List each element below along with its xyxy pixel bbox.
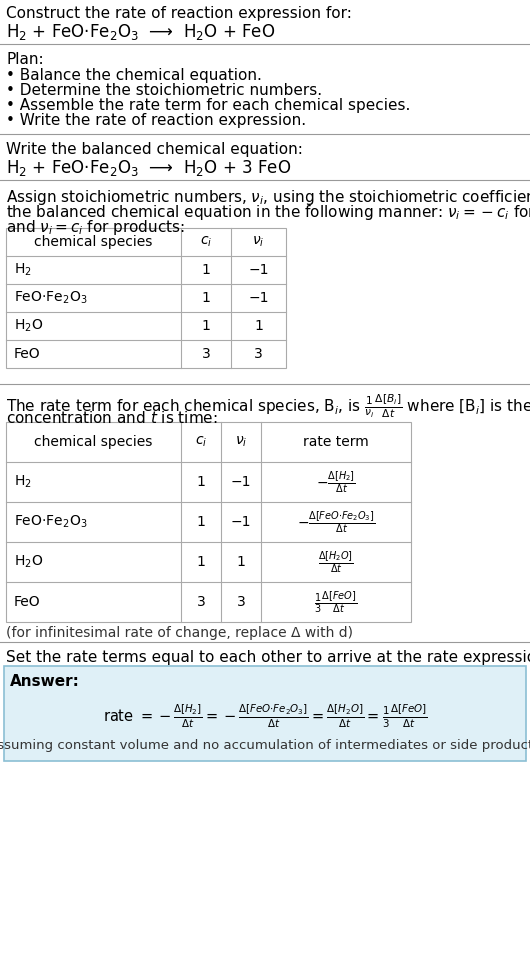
- Text: FeO: FeO: [14, 595, 41, 609]
- Text: $c_i$: $c_i$: [195, 434, 207, 449]
- Text: $-\frac{\Delta[H_2]}{\Delta t}$: $-\frac{\Delta[H_2]}{\Delta t}$: [316, 469, 356, 495]
- Text: $\nu_i$: $\nu_i$: [235, 434, 247, 449]
- Text: 1: 1: [201, 291, 210, 305]
- Text: −1: −1: [231, 475, 251, 489]
- Text: rate term: rate term: [303, 435, 369, 449]
- Text: −1: −1: [231, 515, 251, 529]
- Text: concentration and $t$ is time:: concentration and $t$ is time:: [6, 410, 218, 426]
- Text: $\frac{1}{3}\frac{\Delta[FeO]}{\Delta t}$: $\frac{1}{3}\frac{\Delta[FeO]}{\Delta t}…: [314, 590, 358, 615]
- Text: −1: −1: [248, 263, 269, 277]
- Text: rate $= -\frac{\Delta[H_2]}{\Delta t} = -\frac{\Delta[FeO{\cdot}Fe_2O_3]}{\Delta: rate $= -\frac{\Delta[H_2]}{\Delta t} = …: [103, 703, 427, 730]
- Text: 3: 3: [236, 595, 245, 609]
- FancyBboxPatch shape: [6, 228, 286, 368]
- Text: Write the balanced chemical equation:: Write the balanced chemical equation:: [6, 142, 303, 157]
- Text: FeO: FeO: [14, 347, 41, 361]
- Text: 3: 3: [197, 595, 206, 609]
- Text: H$_2$O: H$_2$O: [14, 318, 43, 334]
- Text: FeO·Fe$_2$O$_3$: FeO·Fe$_2$O$_3$: [14, 290, 87, 306]
- Text: $\nu_i$: $\nu_i$: [252, 235, 264, 249]
- Text: H$_2$ + FeO·Fe$_2$O$_3$  ⟶  H$_2$O + 3 FeO: H$_2$ + FeO·Fe$_2$O$_3$ ⟶ H$_2$O + 3 FeO: [6, 158, 291, 178]
- Text: Assign stoichiometric numbers, $\nu_i$, using the stoichiometric coefficients, $: Assign stoichiometric numbers, $\nu_i$, …: [6, 188, 530, 207]
- Text: 1: 1: [201, 319, 210, 333]
- Text: • Balance the chemical equation.: • Balance the chemical equation.: [6, 68, 262, 83]
- Text: chemical species: chemical species: [34, 435, 153, 449]
- Text: • Determine the stoichiometric numbers.: • Determine the stoichiometric numbers.: [6, 83, 322, 98]
- Text: FeO·Fe$_2$O$_3$: FeO·Fe$_2$O$_3$: [14, 513, 87, 530]
- Text: H$_2$ + FeO·Fe$_2$O$_3$  ⟶  H$_2$O + FeO: H$_2$ + FeO·Fe$_2$O$_3$ ⟶ H$_2$O + FeO: [6, 22, 275, 42]
- Text: H$_2$: H$_2$: [14, 262, 32, 278]
- Text: 3: 3: [201, 347, 210, 361]
- FancyBboxPatch shape: [6, 422, 411, 622]
- Text: $c_i$: $c_i$: [200, 235, 212, 249]
- Text: 1: 1: [236, 555, 245, 569]
- Text: chemical species: chemical species: [34, 235, 153, 249]
- Text: H$_2$O: H$_2$O: [14, 553, 43, 570]
- Text: (assuming constant volume and no accumulation of intermediates or side products): (assuming constant volume and no accumul…: [0, 740, 530, 752]
- Text: $-\frac{\Delta[FeO{\cdot}Fe_2O_3]}{\Delta t}$: $-\frac{\Delta[FeO{\cdot}Fe_2O_3]}{\Delt…: [297, 509, 375, 535]
- Text: H$_2$: H$_2$: [14, 473, 32, 490]
- Text: 1: 1: [197, 555, 206, 569]
- Text: the balanced chemical equation in the following manner: $\nu_i = -c_i$ for react: the balanced chemical equation in the fo…: [6, 203, 530, 222]
- Text: 1: 1: [201, 263, 210, 277]
- Text: 3: 3: [254, 347, 263, 361]
- Text: and $\nu_i = c_i$ for products:: and $\nu_i = c_i$ for products:: [6, 218, 185, 237]
- Text: Answer:: Answer:: [10, 674, 80, 689]
- Text: The rate term for each chemical species, B$_i$, is $\frac{1}{\nu_i}\frac{\Delta[: The rate term for each chemical species,…: [6, 392, 530, 420]
- Text: 1: 1: [197, 475, 206, 489]
- FancyBboxPatch shape: [4, 666, 526, 761]
- Text: • Assemble the rate term for each chemical species.: • Assemble the rate term for each chemic…: [6, 98, 410, 113]
- Text: Plan:: Plan:: [6, 52, 43, 67]
- Text: 1: 1: [197, 515, 206, 529]
- Text: (for infinitesimal rate of change, replace Δ with d): (for infinitesimal rate of change, repla…: [6, 626, 353, 640]
- Text: • Write the rate of reaction expression.: • Write the rate of reaction expression.: [6, 113, 306, 128]
- Text: $\frac{\Delta[H_2O]}{\Delta t}$: $\frac{\Delta[H_2O]}{\Delta t}$: [318, 549, 354, 575]
- Text: Construct the rate of reaction expression for:: Construct the rate of reaction expressio…: [6, 6, 352, 21]
- Text: 1: 1: [254, 319, 263, 333]
- Text: −1: −1: [248, 291, 269, 305]
- Text: Set the rate terms equal to each other to arrive at the rate expression:: Set the rate terms equal to each other t…: [6, 650, 530, 665]
